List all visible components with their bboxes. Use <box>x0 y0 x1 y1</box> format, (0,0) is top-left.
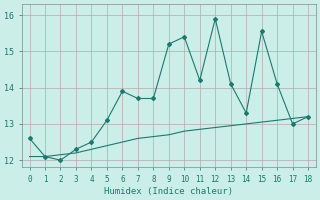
X-axis label: Humidex (Indice chaleur): Humidex (Indice chaleur) <box>104 187 233 196</box>
